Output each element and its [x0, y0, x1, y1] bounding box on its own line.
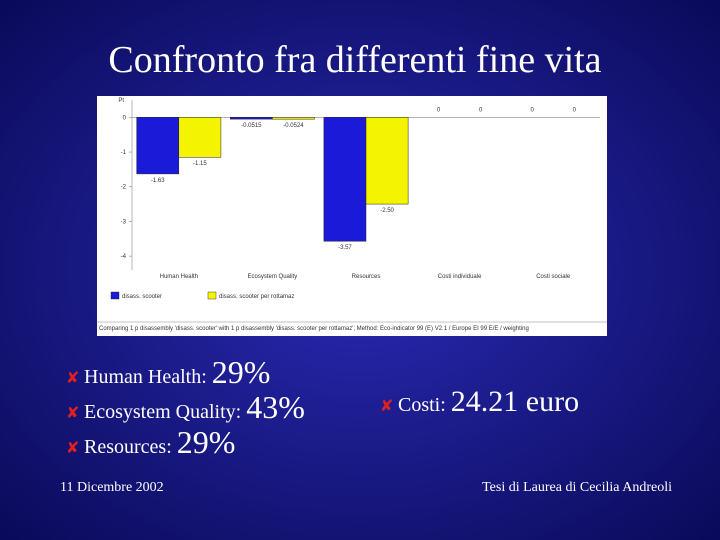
value-label: 0 [479, 107, 483, 113]
value-label: -1.63 [151, 178, 165, 184]
x-tick-label: Costi sociale [536, 274, 571, 280]
bullet-value: 24.21 euro [451, 385, 579, 418]
bullet: Human Health: 29% [84, 354, 270, 390]
y-tick-label: -2 [121, 185, 127, 191]
value-label: -3.57 [338, 245, 352, 251]
value-label: -2.50 [380, 208, 394, 214]
bullet: Costi: 24.21 euro [398, 385, 579, 418]
bullet-value: 43% [246, 389, 305, 425]
value-label: -0.0524 [283, 123, 304, 129]
bullet-icon: ✘ [66, 438, 79, 457]
bullet-label: Ecosystem Quality: [84, 401, 241, 423]
bar [178, 117, 222, 158]
bullet-icon: ✘ [380, 396, 393, 415]
x-tick-label: Costi individuale [438, 274, 482, 280]
chart-caption: Comparing 1 p disassembly 'disass. scoot… [99, 326, 529, 332]
bullets: ✘ ✘ ✘ ✘ Human Health: 29% Ecosystem Qual… [66, 354, 579, 460]
bullet-icon: ✘ [66, 368, 79, 387]
x-tick-label: Resources [352, 274, 381, 280]
value-label: -1.15 [193, 161, 207, 167]
x-tick-label: Human Health [160, 274, 198, 280]
legend-swatch [110, 291, 120, 300]
chart: Pt 0 -1 -2 -3 -4 Human Health -1.63 -1.15 Ecosyst… [97, 98, 607, 332]
bullet-label: Human Health: [84, 366, 207, 388]
legend-swatch [207, 291, 217, 300]
value-label: 0 [530, 107, 534, 113]
y-tick-label: 0 [123, 115, 127, 121]
bullet-value: 29% [212, 354, 271, 390]
x-tick-label: Ecosystem Quality [248, 274, 298, 280]
value-label: -0.0515 [241, 123, 262, 129]
bullet-icon: ✘ [66, 403, 79, 422]
y-tick-label: -4 [121, 254, 127, 260]
value-label: 0 [437, 107, 441, 113]
value-label: 0 [573, 107, 577, 113]
y-axis-label: Pt [118, 98, 124, 104]
bar [365, 117, 409, 205]
bullet-value: 29% [177, 424, 236, 460]
bar [323, 117, 367, 242]
bullet-label: Resources: [84, 436, 172, 458]
bar [230, 117, 273, 120]
legend-label: disass. scooter [122, 294, 162, 300]
bullet-label: Costi: [398, 394, 446, 416]
bullet: Ecosystem Quality: 43% [84, 389, 305, 425]
date: 11 Dicembre 2002 [60, 480, 164, 495]
slide-title: Confronto fra differenti fine vita [108, 39, 601, 81]
legend-label: disass. scooter per rottamaz [219, 294, 294, 300]
bar [136, 117, 180, 175]
author: Tesi di Laurea di Cecilia Andreoli [482, 480, 672, 495]
bar [272, 117, 315, 120]
y-tick-label: -1 [121, 150, 127, 156]
y-tick-label: -3 [121, 219, 127, 225]
bullet: Resources: 29% [84, 424, 235, 460]
